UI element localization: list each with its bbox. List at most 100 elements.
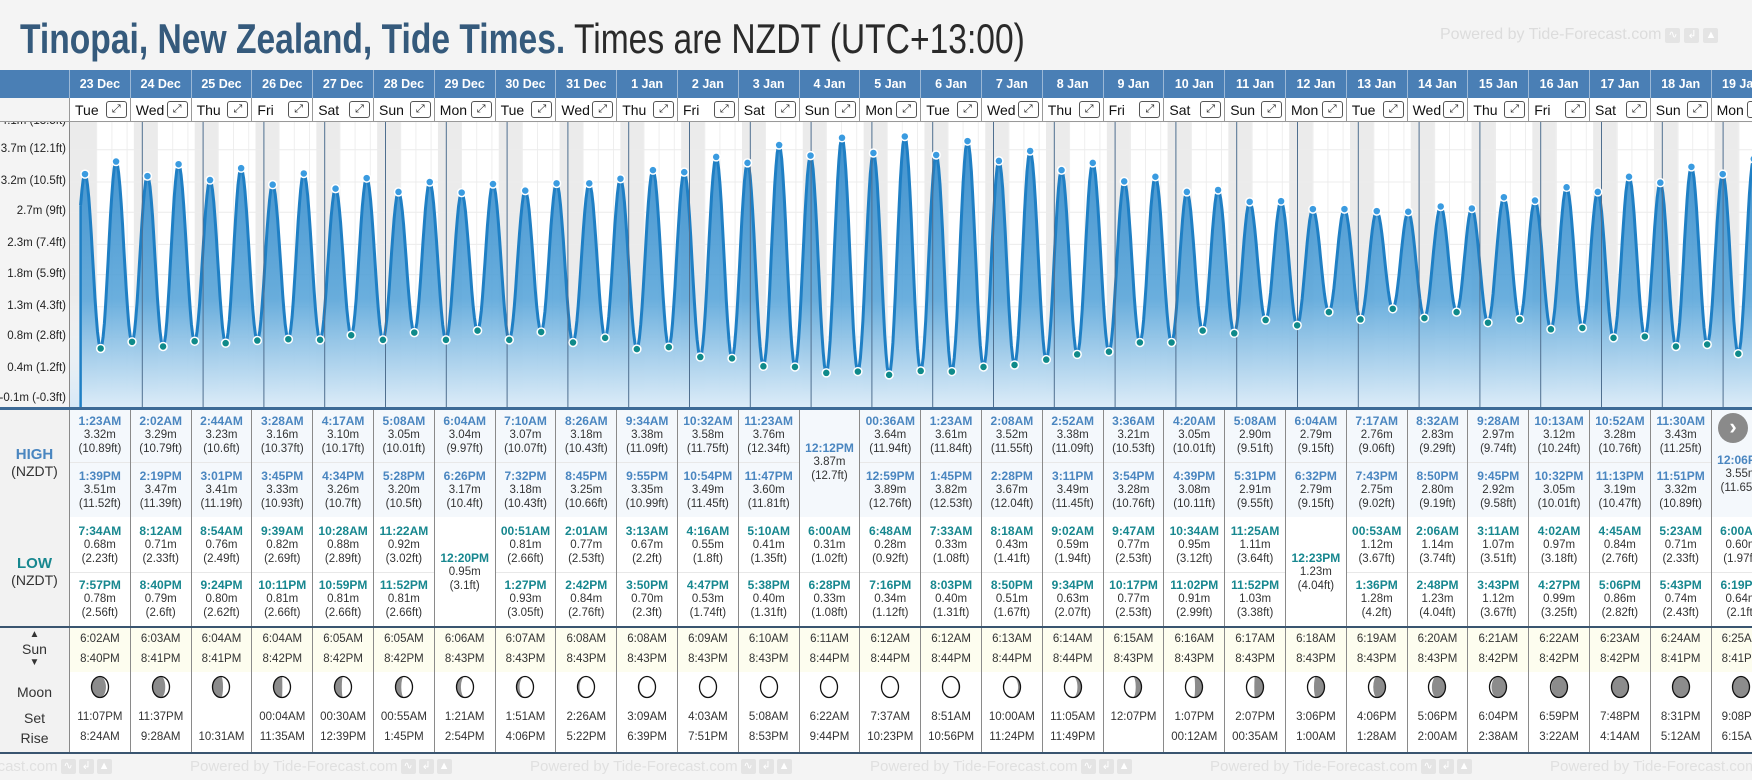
moonset-time: 1:21AM (444, 711, 485, 723)
sunrise-time: 6:23AM (1600, 633, 1640, 645)
day-column-header: 11 Jan Sun ⤢ (1224, 70, 1285, 122)
watermark-logo-icon: ▲ (96, 759, 112, 774)
moon-phase-icon (273, 675, 292, 699)
powered-by-link[interactable]: Powered by Tide-Forecast.com ∿ ↲ ▲ (1440, 26, 1719, 44)
low-tide-time: 7:57PM (78, 578, 121, 592)
low-tide-entry: 8:54AM 0.76m (2.49ft) (192, 518, 252, 572)
high-tide-time: 1:39PM (78, 468, 121, 483)
moon-phase-icon (1002, 675, 1022, 699)
day-column: 10:52AM 3.28m (10.76ft) 11:13PM 3.19m (10.47f… (1589, 407, 1650, 752)
day-date: 12 Jan (1285, 70, 1346, 98)
expand-icon[interactable]: ⤢ (1504, 101, 1526, 118)
expand-icon[interactable]: ⤢ (713, 101, 735, 118)
expand-icon[interactable]: ⤢ (956, 101, 978, 118)
expand-icon[interactable]: ⤢ (1017, 101, 1039, 118)
high-tide-time: 2:52AM (1051, 414, 1095, 428)
moonset-time: 5:06PM (1417, 711, 1458, 723)
expand-icon[interactable]: ⤢ (1078, 101, 1100, 118)
low-tide-entry: 11:52PM 1.03m (3.38ft) (1225, 571, 1285, 626)
high-tide-time: 9:34AM (625, 414, 669, 428)
high-tide-point (173, 159, 184, 169)
expand-icon[interactable]: ⤢ (1139, 101, 1161, 118)
moon-phase-icon (1367, 675, 1386, 699)
low-tide-entry: 3:13AM 0.67m (2.2ft) (617, 518, 677, 572)
watermark-logo-icon: ↲ (1438, 759, 1454, 774)
high-tide-height-ft: (10.17ft) (321, 443, 365, 455)
high-tide-time: 1:45PM (930, 468, 973, 483)
moon-phase-icon (1671, 675, 1690, 699)
high-tides: 9:34AM 3.38m (11.09ft) 9:55PM 3.35m (10.99ft) (617, 407, 677, 517)
sunrise-time: 6:04AM (262, 633, 303, 645)
expand-icon[interactable]: ⤢ (531, 101, 553, 118)
high-tide-entry: 8:45PM 3.25m (10.66ft) (556, 462, 617, 516)
high-tide-time: 3:54PM (1112, 468, 1155, 483)
sunrise-time: 6:05AM (384, 633, 424, 645)
expand-icon[interactable]: ⤢ (774, 101, 796, 118)
high-tide-entry: 9:45PM 2.92m (9.58ft) (1468, 462, 1529, 516)
day-date: 23 Dec (69, 70, 130, 98)
high-tides: 12:12PM 3.87m (12.7ft) (799, 407, 860, 517)
expand-icon[interactable]: ⤢ (227, 101, 249, 118)
high-tide-time: 8:50PM (1416, 468, 1459, 483)
low-tide-height-ft: (3.38ft) (1236, 607, 1274, 619)
expand-icon[interactable]: ⤢ (288, 101, 310, 118)
low-tides: 9:39AM 0.82m (2.69ft) 10:11PM 0.81m (2.66ft) (252, 517, 313, 626)
high-tide-time: 11:51PM (1656, 468, 1705, 483)
day-column-header: 2 Jan Fri ⤢ (677, 70, 738, 122)
low-tides: 9:47AM 0.77m (2.53ft) 10:17PM 0.77m (2.53ft) (1103, 517, 1164, 626)
expand-icon[interactable]: ⤢ (1564, 101, 1586, 118)
sunset-time: 8:42PM (384, 653, 424, 665)
high-tides: 7:10AM 3.07m (10.07ft) 7:32PM 3.18m (10.43ft) (495, 407, 556, 517)
high-tide-point (648, 165, 658, 175)
low-tide-height-m: 0.99m (1543, 593, 1576, 605)
expand-icon[interactable]: ⤢ (1747, 101, 1752, 118)
next-days-button[interactable]: › (1718, 413, 1748, 443)
expand-icon[interactable]: ⤢ (166, 101, 188, 118)
high-tides: 2:44AM 3.23m (10.6ft) 3:01PM 3.41m (11.19ft) (191, 407, 252, 517)
day-column: 3:36AM 3.21m (10.53ft) 3:54PM 3.28m (10.76ft)… (1102, 407, 1164, 752)
sail-logo-icon: ▲ (1703, 27, 1719, 43)
high-tide-time: 7:17AM (1355, 414, 1399, 428)
low-tide-height-m: 1.23m (1299, 565, 1332, 578)
high-tide-time: 9:55PM (626, 468, 669, 483)
high-tide-entry: 9:28AM 2.97m (9.74ft) (1468, 408, 1528, 462)
sunrise-time: 6:22AM (1539, 633, 1579, 645)
sunset-time: 8:42PM (323, 653, 363, 665)
high-tide-height-ft: (10.53ft) (1112, 443, 1155, 455)
moon-phase-icon (941, 675, 961, 699)
low-tide-height-m: 0.41m (752, 538, 785, 551)
day-column-header: 14 Jan Wed ⤢ (1406, 70, 1468, 122)
expand-icon[interactable]: ⤢ (1260, 101, 1282, 118)
low-tide-point (1135, 337, 1145, 348)
expand-icon[interactable]: ⤢ (896, 101, 918, 118)
expand-icon[interactable]: ⤢ (1443, 101, 1465, 118)
moon-phase-icon (820, 675, 839, 699)
expand-icon[interactable]: ⤢ (835, 101, 857, 118)
expand-icon[interactable]: ⤢ (1625, 101, 1647, 118)
moonrise-time: 11:24PM (989, 731, 1035, 743)
low-tide-height-m: 0.81m (327, 593, 360, 605)
high-tide-height-m: 3.28m (1603, 429, 1636, 441)
expand-icon[interactable]: ⤢ (348, 101, 370, 118)
high-tide-point (615, 173, 626, 184)
expand-icon[interactable]: ⤢ (470, 101, 492, 118)
day-column-header: 16 Jan Fri ⤢ (1528, 70, 1589, 122)
expand-icon[interactable]: ⤢ (1200, 101, 1222, 118)
moon-info: 1:51AM 4:06PM (496, 672, 556, 752)
day-column-header: 5 Jan Mon ⤢ (859, 70, 921, 122)
day-date: 4 Jan (798, 70, 860, 98)
y-tick-label: 0.8m (2.8ft) (7, 330, 66, 342)
high-tide-height-m: 3.89m (874, 483, 907, 496)
expand-icon[interactable]: ⤢ (652, 101, 674, 118)
powered-by-text: Powered by Tide-Forecast.com (1440, 26, 1662, 43)
expand-icon[interactable]: ⤢ (1321, 101, 1343, 118)
high-tide-point (1276, 196, 1286, 206)
expand-icon[interactable]: ⤢ (1382, 101, 1404, 118)
expand-icon[interactable]: ⤢ (409, 101, 431, 118)
low-tides: 10:28AM 0.88m (2.89ft) 10:59PM 0.81m (2.66ft) (313, 517, 373, 626)
expand-icon[interactable]: ⤢ (592, 101, 614, 118)
low-tides: 2:01AM 0.77m (2.53ft) 2:42PM 0.84m (2.76ft) (556, 517, 617, 626)
expand-icon[interactable]: ⤢ (105, 101, 127, 118)
expand-icon[interactable]: ⤢ (1686, 101, 1708, 118)
